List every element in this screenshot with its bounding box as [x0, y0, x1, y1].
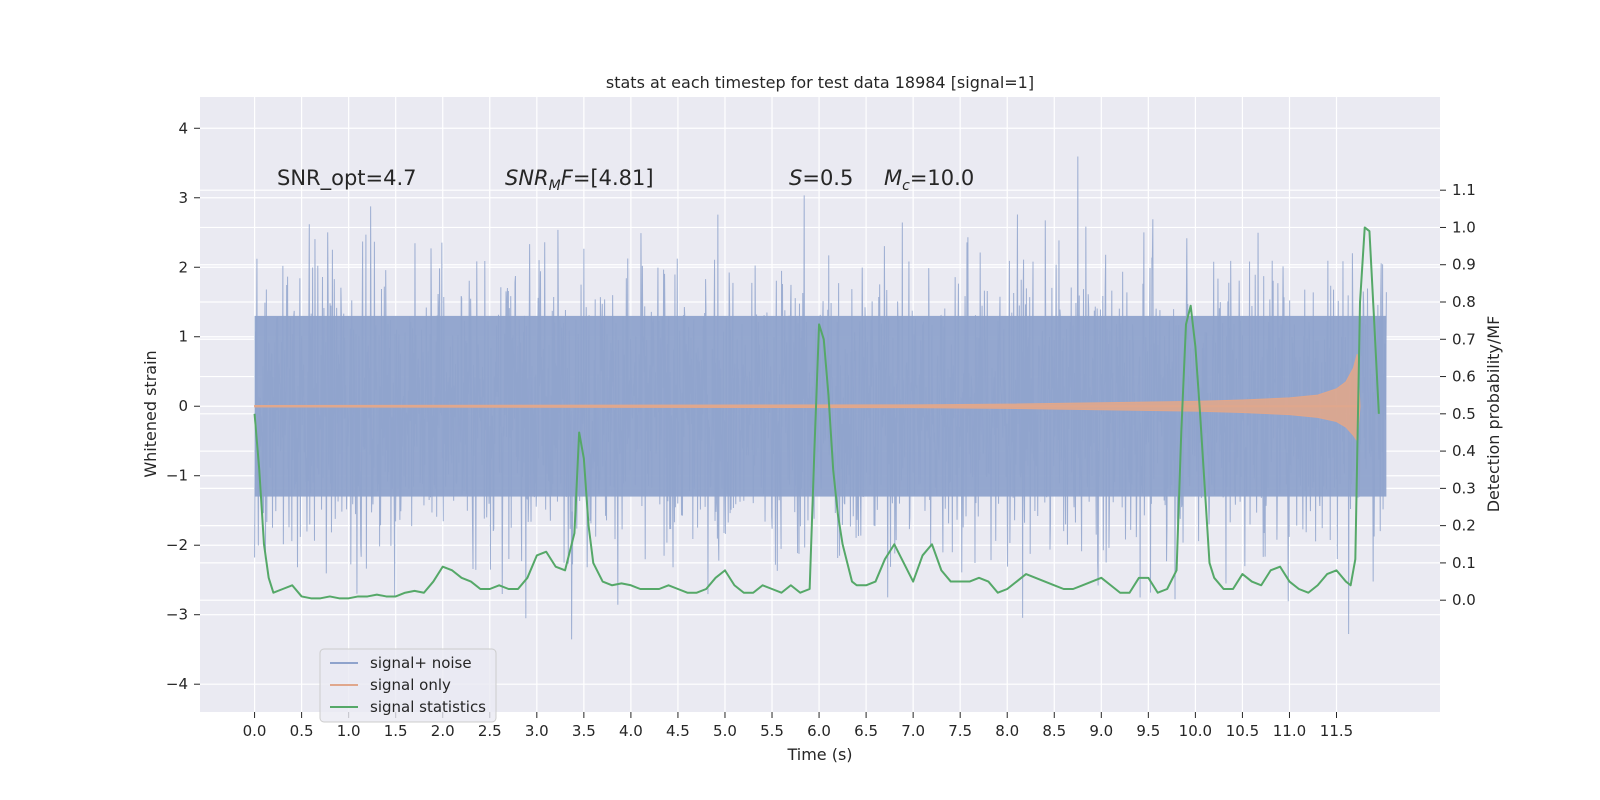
x-tick-label: 8.0 — [995, 722, 1019, 740]
x-tick-label: 4.5 — [666, 722, 690, 740]
x-tick-label: 4.0 — [619, 722, 643, 740]
x-tick-label: 2.0 — [431, 722, 455, 740]
annotation-snr-opt: SNR_opt=4.7 — [277, 166, 417, 191]
y-tick-label: −2 — [166, 536, 188, 554]
y2-tick-label: 0.1 — [1452, 554, 1476, 572]
y2-tick-label: 0.7 — [1452, 330, 1476, 348]
y2-tick-label: 0.0 — [1452, 591, 1476, 609]
legend-label-signal-only: signal only — [370, 676, 451, 694]
y2-tick-label: 0.2 — [1452, 517, 1476, 535]
x-tick-label: 7.5 — [948, 722, 972, 740]
x-tick-label: 3.5 — [572, 722, 596, 740]
annotation-s: S=0.5 — [789, 166, 853, 190]
chart-title: stats at each timestep for test data 189… — [606, 73, 1034, 92]
x-tick-label: 9.0 — [1089, 722, 1113, 740]
y2-tick-label: 0.6 — [1452, 368, 1476, 386]
series-signal-statistics-line — [253, 226, 1380, 600]
x-tick-label: 5.5 — [760, 722, 784, 740]
y2-tick-label: 0.8 — [1452, 293, 1476, 311]
y-tick-label: 3 — [178, 189, 188, 207]
x-tick-label: 0.5 — [290, 722, 314, 740]
x-tick-label: 3.0 — [525, 722, 549, 740]
y-tick-label: −1 — [166, 467, 188, 485]
legend: signal+ noise signal only signal statist… — [319, 648, 497, 723]
x-tick-label: 5.0 — [713, 722, 737, 740]
x-tick-label: 0.0 — [243, 722, 267, 740]
y2-tick-label: 0.3 — [1452, 479, 1476, 497]
annotation-mc: Mc=10.0 — [884, 166, 974, 194]
x-axis-ticks: 0.0 0.5 1.0 1.5 2.0 2.5 3.0 3.5 4.0 4.5 5.0 5.5 6.0 6… — [243, 712, 1353, 740]
x-tick-label: 7.0 — [901, 722, 925, 740]
right-axis-ticks: 1.1 1.0 0.9 0.8 0.7 0.6 0.5 0.4 0.3 0.2 0.1 0.0 — [1440, 181, 1476, 609]
x-tick-label: 11.5 — [1320, 722, 1353, 740]
x-tick-label: 8.5 — [1042, 722, 1066, 740]
legend-label-signal-statistics: signal statistics — [370, 698, 486, 716]
legend-box — [319, 648, 497, 723]
x-tick-label: 6.0 — [807, 722, 831, 740]
series-layer — [253, 156, 1387, 640]
x-tick-label: 6.5 — [854, 722, 878, 740]
y-axis-label: Whitened strain — [141, 350, 160, 477]
x-tick-label: 1.0 — [337, 722, 361, 740]
x-tick-label: 11.0 — [1273, 722, 1306, 740]
y2-tick-label: 1.1 — [1452, 181, 1476, 199]
y2-tick-label: 0.5 — [1452, 405, 1476, 423]
y2-axis-label: Detection probability/MF — [1484, 316, 1503, 513]
y2-tick-label: 0.4 — [1452, 442, 1476, 460]
x-tick-label: 10.5 — [1226, 722, 1259, 740]
left-axis-ticks: 4 3 2 1 0 −1 −2 −3 −4 — [166, 119, 200, 693]
y2-tick-label: 0.9 — [1452, 256, 1476, 274]
y-tick-label: 1 — [178, 328, 188, 346]
x-tick-label: 2.5 — [478, 722, 502, 740]
y-tick-label: 4 — [178, 119, 188, 137]
x-axis-label: Time (s) — [786, 745, 852, 764]
x-tick-label: 10.0 — [1179, 722, 1212, 740]
annotation-snr-mf: SNRMF=[4.81] — [505, 166, 654, 194]
x-tick-label: 9.5 — [1136, 722, 1160, 740]
x-tick-label: 1.5 — [384, 722, 408, 740]
y-tick-label: −4 — [166, 675, 188, 693]
y-tick-label: −3 — [166, 606, 188, 624]
y2-tick-label: 1.0 — [1452, 218, 1476, 236]
legend-label-signal-noise: signal+ noise — [370, 654, 472, 672]
y-tick-label: 2 — [178, 258, 188, 276]
y-tick-label: 0 — [178, 397, 188, 415]
annotations: SNR_opt=4.7 SNRMF=[4.81] S=0.5 Mc=10.0 — [277, 166, 974, 194]
